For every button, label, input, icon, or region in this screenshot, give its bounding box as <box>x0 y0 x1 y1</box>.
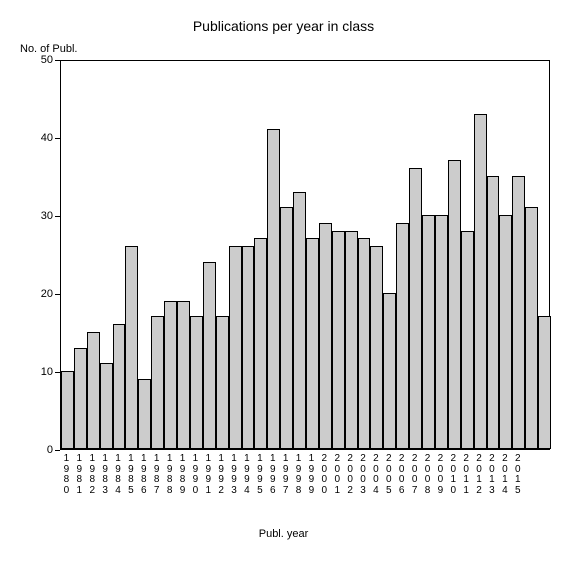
bar <box>254 238 267 449</box>
ytick-mark <box>55 216 60 217</box>
xtick-label: 2012 <box>473 454 486 496</box>
bar <box>216 316 229 449</box>
xtick-label: 1986 <box>137 454 150 496</box>
bar <box>422 215 435 449</box>
xtick-label: 2013 <box>486 454 499 496</box>
xtick-label: 1991 <box>202 454 215 496</box>
bar <box>203 262 216 449</box>
xtick-label: 1983 <box>99 454 112 496</box>
xtick-label: 1982 <box>86 454 99 496</box>
ytick-label: 40 <box>23 132 53 144</box>
bar <box>474 114 487 449</box>
bar <box>113 324 126 449</box>
bar <box>409 168 422 449</box>
bar <box>61 371 74 449</box>
bar <box>177 301 190 449</box>
plot-area <box>60 60 550 450</box>
bar <box>345 231 358 449</box>
ytick-mark <box>55 372 60 373</box>
bar <box>396 223 409 449</box>
ytick-label: 10 <box>23 366 53 378</box>
bar <box>100 363 113 449</box>
publications-bar-chart: Publications per year in class No. of Pu… <box>0 0 567 567</box>
bar <box>151 316 164 449</box>
bar <box>358 238 371 449</box>
bar <box>164 301 177 449</box>
bar <box>125 246 138 449</box>
bar <box>487 176 500 449</box>
xtick-label: 1995 <box>253 454 266 496</box>
xtick-label: 1981 <box>73 454 86 496</box>
bar <box>538 316 551 449</box>
xtick-label: 2005 <box>382 454 395 496</box>
xtick-label: 2002 <box>344 454 357 496</box>
ytick-label: 20 <box>23 288 53 300</box>
ytick-label: 30 <box>23 210 53 222</box>
xtick-label: 1997 <box>279 454 292 496</box>
bar <box>242 246 255 449</box>
xtick-label: 1993 <box>228 454 241 496</box>
xtick-label: 2006 <box>395 454 408 496</box>
xtick-label: 1990 <box>189 454 202 496</box>
bar <box>435 215 448 449</box>
ytick-mark <box>55 450 60 451</box>
xtick-label: 1984 <box>112 454 125 496</box>
bar <box>383 293 396 449</box>
bar <box>461 231 474 449</box>
xtick-label: 1996 <box>266 454 279 496</box>
ytick-mark <box>55 60 60 61</box>
xtick-label: 1989 <box>176 454 189 496</box>
bar <box>138 379 151 449</box>
bar <box>293 192 306 449</box>
ytick-mark <box>55 138 60 139</box>
bar <box>499 215 512 449</box>
bar <box>280 207 293 449</box>
bar <box>512 176 525 449</box>
bar <box>319 223 332 449</box>
ytick-mark <box>55 294 60 295</box>
bar <box>229 246 242 449</box>
xtick-label: 2007 <box>408 454 421 496</box>
xtick-label: 2000 <box>318 454 331 496</box>
bar <box>190 316 203 449</box>
chart-title: Publications per year in class <box>0 18 567 34</box>
xtick-label: 1998 <box>292 454 305 496</box>
bar <box>525 207 538 449</box>
xtick-label: 1994 <box>241 454 254 496</box>
bar <box>448 160 461 449</box>
bar <box>267 129 280 449</box>
xtick-label: 2015 <box>511 454 524 496</box>
xtick-label: 2008 <box>421 454 434 496</box>
bar <box>74 348 87 449</box>
xtick-label: 2011 <box>460 454 473 496</box>
ytick-label: 0 <box>23 444 53 456</box>
xtick-label: 1999 <box>305 454 318 496</box>
bar <box>332 231 345 449</box>
bar <box>370 246 383 449</box>
xtick-label: 1980 <box>60 454 73 496</box>
xtick-label: 2003 <box>357 454 370 496</box>
ytick-label: 50 <box>23 54 53 66</box>
xtick-label: 2014 <box>498 454 511 496</box>
bar <box>87 332 100 449</box>
bar <box>306 238 319 449</box>
xtick-label: 2010 <box>447 454 460 496</box>
xtick-label: 2001 <box>331 454 344 496</box>
x-axis-label: Publ. year <box>0 528 567 540</box>
xtick-label: 1987 <box>150 454 163 496</box>
xtick-label: 2009 <box>434 454 447 496</box>
xtick-label: 1992 <box>215 454 228 496</box>
xtick-label: 2004 <box>369 454 382 496</box>
xtick-label: 1988 <box>163 454 176 496</box>
xtick-label: 1985 <box>124 454 137 496</box>
